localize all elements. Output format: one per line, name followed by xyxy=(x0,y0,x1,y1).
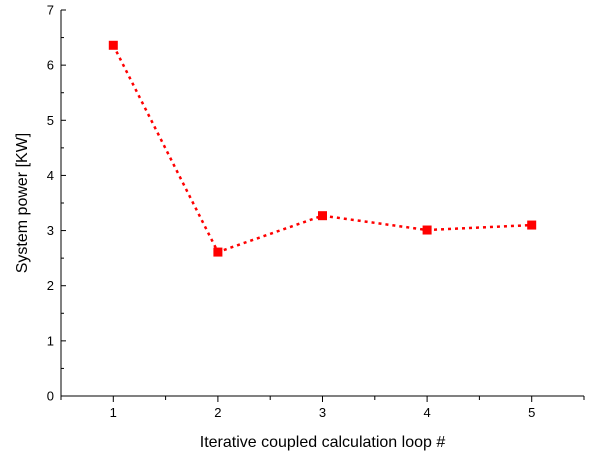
x-tick-label: 1 xyxy=(110,405,117,420)
y-tick-label: 3 xyxy=(47,223,54,238)
data-point xyxy=(213,247,223,257)
y-axis-title: System power [KW] xyxy=(14,133,31,273)
x-tick-label: 5 xyxy=(528,405,535,420)
y-tick-label: 7 xyxy=(47,3,54,18)
axes xyxy=(60,10,584,397)
y-ticks: 0 1 2 3 4 5 6 7 xyxy=(47,3,66,404)
x-tick-label: 4 xyxy=(423,405,430,420)
y-tick-label: 1 xyxy=(47,333,54,348)
data-point xyxy=(422,225,432,235)
y-tick-label: 0 xyxy=(47,389,54,404)
x-tick-label: 2 xyxy=(214,405,221,420)
data-point xyxy=(108,40,118,50)
x-tick-label: 3 xyxy=(319,405,326,420)
y-tick-label: 2 xyxy=(47,278,54,293)
x-axis-title: Iterative coupled calculation loop # xyxy=(200,434,446,451)
data-point xyxy=(527,220,537,230)
y-tick-label: 5 xyxy=(47,113,54,128)
y-tick-label: 4 xyxy=(47,168,54,183)
y-tick-label: 6 xyxy=(47,58,54,73)
series-line xyxy=(112,44,532,254)
data-point xyxy=(318,211,327,221)
series-layer xyxy=(108,40,537,257)
x-ticks: 1 2 3 4 5 xyxy=(60,396,585,420)
